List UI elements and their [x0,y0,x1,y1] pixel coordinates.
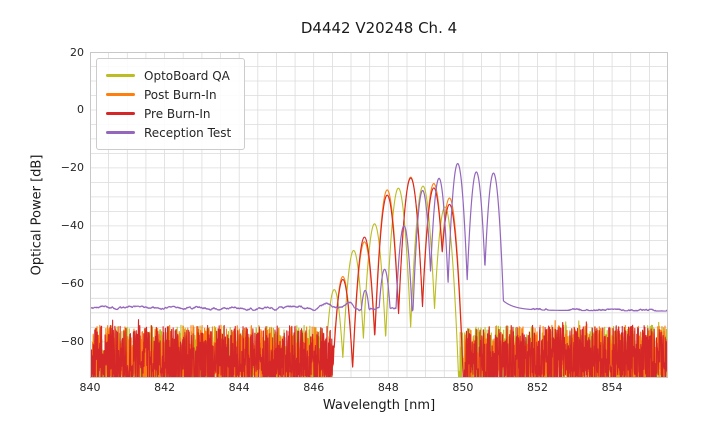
x-tick-label-848: 848 [377,381,399,394]
x-tick-label-846: 846 [303,381,325,394]
legend-swatch-pre-burn-in [106,112,135,115]
legend-item-reception-test: Reception Test [106,123,231,142]
y-tick-label--60: −60 [60,277,84,291]
x-tick-label-840: 840 [79,381,101,394]
x-tick-label-844: 844 [228,381,250,394]
x-tick-label-852: 852 [526,381,548,394]
y-tick-label--80: −80 [60,335,84,349]
legend-item-post-burn-in: Post Burn-In [106,85,231,104]
series-pre-burn-in [90,177,668,378]
legend: OptoBoard QA Post Burn-In Pre Burn-In Recep… [96,58,246,150]
x-tick-label-842: 842 [154,381,176,394]
y-tick-label--20: −20 [60,161,84,175]
grid-lines [90,52,668,378]
chart-title: D4442 V20248 Ch. 4 [300,19,458,37]
y-tick-label-20: 20 [70,45,84,59]
x-axis-label: Wavelength [nm] [322,398,436,413]
legend-label: Post Burn-In [144,87,217,102]
legend-label: Reception Test [144,125,232,140]
legend-label: OptoBoard QA [144,68,230,83]
legend-label: Pre Burn-In [144,106,211,121]
plot-border [90,52,668,378]
x-tick-label-854: 854 [601,381,623,394]
y-tick-label-0: 0 [77,103,84,117]
legend-swatch-post-burn-in [106,93,135,96]
legend-item-pre-burn-in: Pre Burn-In [106,104,231,123]
legend-swatch-optoboard-qa [106,74,135,77]
series-reception-test [90,162,668,312]
plot-area [90,52,668,378]
x-tick-label-850: 850 [452,381,474,394]
legend-swatch-reception-test [106,131,135,134]
y-tick-label--40: −40 [60,219,84,233]
legend-item-optoboard-qa: OptoBoard QA [106,66,231,85]
